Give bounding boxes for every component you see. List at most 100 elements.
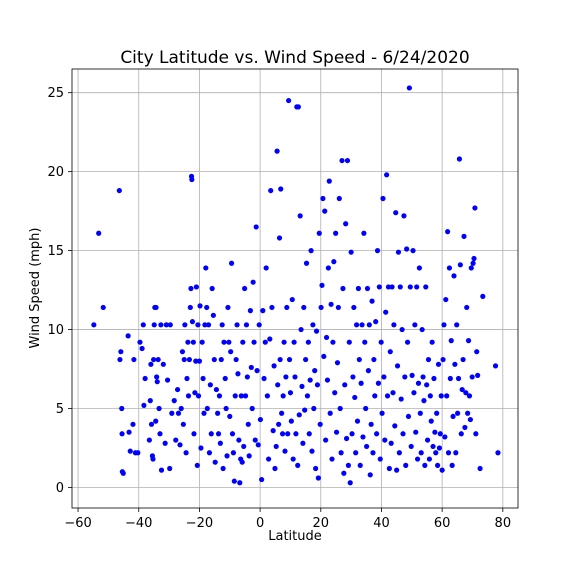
- data-point: [417, 410, 423, 416]
- data-point: [439, 467, 445, 473]
- data-point: [385, 284, 392, 290]
- data-point: [236, 437, 242, 443]
- data-point: [120, 470, 126, 476]
- data-point: [287, 390, 294, 396]
- data-point: [148, 361, 154, 367]
- data-point: [187, 304, 193, 311]
- data-point: [315, 475, 321, 481]
- data-point: [400, 431, 406, 437]
- data-point: [348, 249, 354, 255]
- data-point: [414, 284, 420, 290]
- data-point: [415, 380, 422, 386]
- data-point: [303, 356, 309, 363]
- data-point: [189, 319, 196, 325]
- data-point: [393, 210, 399, 216]
- data-point: [316, 230, 322, 236]
- data-point: [463, 390, 469, 396]
- data-point: [239, 459, 245, 465]
- data-point: [418, 450, 424, 456]
- data-point: [254, 368, 260, 374]
- data-point: [179, 349, 186, 355]
- data-point: [251, 339, 257, 345]
- data-point: [155, 356, 161, 363]
- data-point: [343, 221, 349, 227]
- data-point: [380, 195, 386, 202]
- data-point: [475, 372, 481, 378]
- data-point: [153, 304, 159, 311]
- data-point: [375, 380, 382, 386]
- data-point: [414, 456, 421, 462]
- data-point: [434, 410, 440, 416]
- data-point: [154, 374, 160, 380]
- data-point: [353, 322, 360, 328]
- data-point: [277, 356, 283, 363]
- data-point: [233, 356, 239, 363]
- data-point: [219, 322, 225, 328]
- data-point: [267, 336, 273, 342]
- data-point: [160, 361, 166, 367]
- data-point: [223, 405, 229, 412]
- data-point: [361, 230, 367, 236]
- data-point: [384, 393, 391, 399]
- data-point: [462, 424, 468, 431]
- data-point: [446, 265, 453, 271]
- data-point: [427, 393, 433, 399]
- data-point: [211, 356, 217, 363]
- data-point: [445, 229, 451, 235]
- x-tick-label: −40: [125, 516, 152, 531]
- data-point: [328, 301, 334, 307]
- data-point: [372, 393, 378, 399]
- data-point: [182, 322, 188, 328]
- data-point: [342, 382, 348, 388]
- data-point: [260, 308, 266, 314]
- data-point: [472, 205, 478, 211]
- data-point: [306, 431, 312, 437]
- data-point: [309, 448, 315, 454]
- data-point: [137, 339, 143, 345]
- data-point: [436, 445, 443, 451]
- data-point: [283, 374, 289, 380]
- data-point: [402, 374, 408, 380]
- data-point: [465, 410, 471, 416]
- data-point: [429, 339, 435, 345]
- y-tick-label: 0: [56, 481, 64, 496]
- data-point: [270, 428, 276, 434]
- data-point: [162, 440, 168, 446]
- data-point: [357, 462, 363, 468]
- data-point: [355, 285, 362, 292]
- data-point: [469, 374, 475, 380]
- data-point: [180, 421, 186, 427]
- data-point: [150, 456, 156, 462]
- data-point: [331, 259, 337, 265]
- data-point: [394, 467, 400, 473]
- data-point: [447, 375, 453, 382]
- data-point: [461, 233, 467, 239]
- data-point: [297, 213, 303, 219]
- data-point: [212, 459, 218, 465]
- chart-title: City Latitude vs. Wind Speed - 6/24/2020: [120, 48, 469, 68]
- data-point: [381, 374, 387, 380]
- data-point: [368, 421, 374, 427]
- data-point: [186, 356, 193, 363]
- data-point: [96, 230, 102, 236]
- data-point: [234, 322, 240, 328]
- data-point: [266, 456, 272, 462]
- data-point: [473, 431, 479, 437]
- data-point: [335, 304, 341, 311]
- data-point: [158, 322, 164, 328]
- data-point: [91, 322, 97, 328]
- data-point: [272, 465, 278, 472]
- data-point: [369, 298, 375, 304]
- data-point: [141, 402, 147, 408]
- data-point: [366, 322, 372, 328]
- data-point: [171, 398, 177, 404]
- data-point: [195, 322, 201, 328]
- data-point: [339, 157, 345, 164]
- data-point: [337, 405, 343, 412]
- data-point: [387, 349, 393, 355]
- x-tick-label: −60: [64, 516, 91, 531]
- data-point: [189, 176, 195, 183]
- data-point: [289, 296, 295, 303]
